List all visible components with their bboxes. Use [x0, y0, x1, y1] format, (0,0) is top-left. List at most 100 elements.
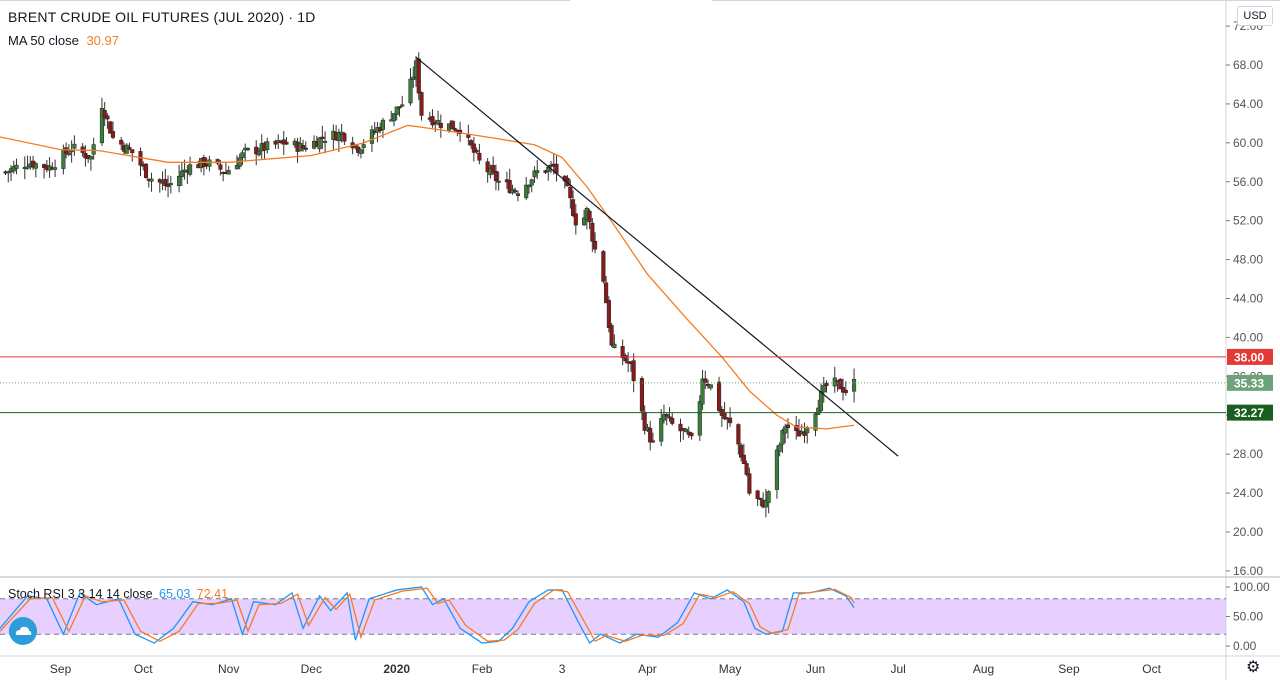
- time-tick-label: Oct: [134, 662, 153, 676]
- candle-body: [301, 145, 306, 149]
- level-label-bg-last: [1227, 374, 1273, 391]
- candle-body: [336, 132, 341, 142]
- candle-body: [110, 131, 116, 138]
- candle-body: [568, 186, 573, 199]
- candle-body: [254, 146, 259, 155]
- candle-body: [471, 143, 476, 153]
- candle-body: [265, 141, 270, 150]
- level-label-resistance: 38.00: [1234, 350, 1264, 364]
- candle-body: [593, 240, 598, 250]
- candle-body: [391, 113, 397, 122]
- candle-body: [33, 163, 38, 169]
- currency-button[interactable]: USD: [1237, 6, 1273, 26]
- candle-body: [683, 428, 689, 433]
- candle-body: [573, 213, 578, 226]
- price-tick-label: 56.00: [1233, 175, 1263, 189]
- stoch-legend-label: Stoch RSI 3 3 14 14 close: [8, 587, 153, 601]
- level-label-bg-support: [1227, 404, 1273, 421]
- candle-body: [53, 167, 58, 170]
- candle-body: [805, 428, 810, 434]
- candle-body: [119, 139, 124, 145]
- candle-body: [794, 425, 799, 431]
- candle-body: [648, 428, 653, 443]
- candle-body: [245, 148, 251, 151]
- candle-body: [358, 149, 363, 154]
- candle-body: [69, 150, 74, 153]
- candle-body: [72, 143, 77, 149]
- candle-body: [452, 127, 457, 131]
- time-tick-label: May: [719, 662, 742, 676]
- candle-body: [780, 430, 785, 445]
- candle-body: [397, 106, 402, 109]
- candle-body: [102, 110, 107, 119]
- price-tick-label: 44.00: [1233, 292, 1263, 306]
- candles: [3, 52, 857, 518]
- candle-body: [240, 152, 245, 158]
- candle-body: [763, 499, 768, 508]
- price-tick-label: 16.00: [1233, 564, 1263, 578]
- candle-body: [430, 116, 435, 126]
- candle-body: [408, 78, 413, 104]
- candle-body: [741, 454, 746, 464]
- candle-body: [25, 166, 30, 169]
- candle-body: [493, 170, 498, 182]
- candle-body: [755, 490, 760, 499]
- candle-body: [697, 401, 702, 436]
- price-tick-label: 68.00: [1233, 58, 1263, 72]
- candle-body: [416, 58, 421, 94]
- stoch-band: [0, 598, 1226, 635]
- time-tick-label: 2020: [383, 662, 410, 676]
- candle-body: [824, 383, 829, 386]
- candle-body: [708, 384, 713, 389]
- time-tick-label: Nov: [218, 662, 239, 676]
- candle-body: [587, 210, 592, 223]
- candle-body: [179, 170, 184, 178]
- candle-body: [477, 152, 482, 161]
- candle-body: [157, 179, 162, 183]
- candle-body: [66, 152, 71, 156]
- candle-body: [218, 164, 223, 170]
- candle-body: [606, 300, 611, 328]
- candle-body: [449, 120, 454, 129]
- candle-body: [226, 170, 231, 175]
- candle-body: [342, 133, 347, 142]
- candle-body: [207, 159, 212, 167]
- candle-body: [163, 178, 168, 186]
- candle-body: [524, 184, 529, 199]
- candle-body: [620, 346, 625, 359]
- candle-body: [419, 92, 424, 116]
- candle-body: [667, 416, 672, 419]
- candle-body: [703, 378, 708, 383]
- candle-body: [108, 121, 113, 134]
- candle-body: [678, 423, 683, 432]
- time-tick-label: Apr: [638, 662, 657, 676]
- level-label-support: 32.27: [1234, 406, 1264, 420]
- candle-body: [838, 379, 843, 390]
- candle-body: [717, 381, 722, 411]
- candle-body: [821, 385, 826, 393]
- time-tick-label: Oct: [1142, 662, 1161, 676]
- candle-body: [491, 165, 496, 173]
- candle-body: [664, 414, 669, 417]
- candle-body: [783, 426, 788, 434]
- candle-body: [631, 360, 636, 382]
- candle-body: [303, 147, 308, 150]
- gear-icon[interactable]: ⚙: [1246, 659, 1261, 676]
- candle-body: [507, 180, 512, 193]
- time-tick-label: Jun: [806, 662, 825, 676]
- osc-tick-label: 100.00: [1233, 580, 1270, 594]
- ma-legend-value: 30.97: [86, 33, 119, 48]
- candle-body: [320, 136, 325, 140]
- ma-legend-label: MA 50 close: [8, 33, 79, 48]
- candle-body: [339, 131, 344, 135]
- tradingview-logo-icon[interactable]: [9, 617, 37, 645]
- candle-body: [639, 378, 644, 412]
- candle-body: [105, 115, 110, 120]
- candle-body: [747, 473, 752, 494]
- candle-body: [380, 119, 386, 130]
- osc-tick-label: 50.00: [1233, 610, 1263, 624]
- candle-body: [604, 282, 609, 304]
- time-tick-label: Jul: [890, 662, 905, 676]
